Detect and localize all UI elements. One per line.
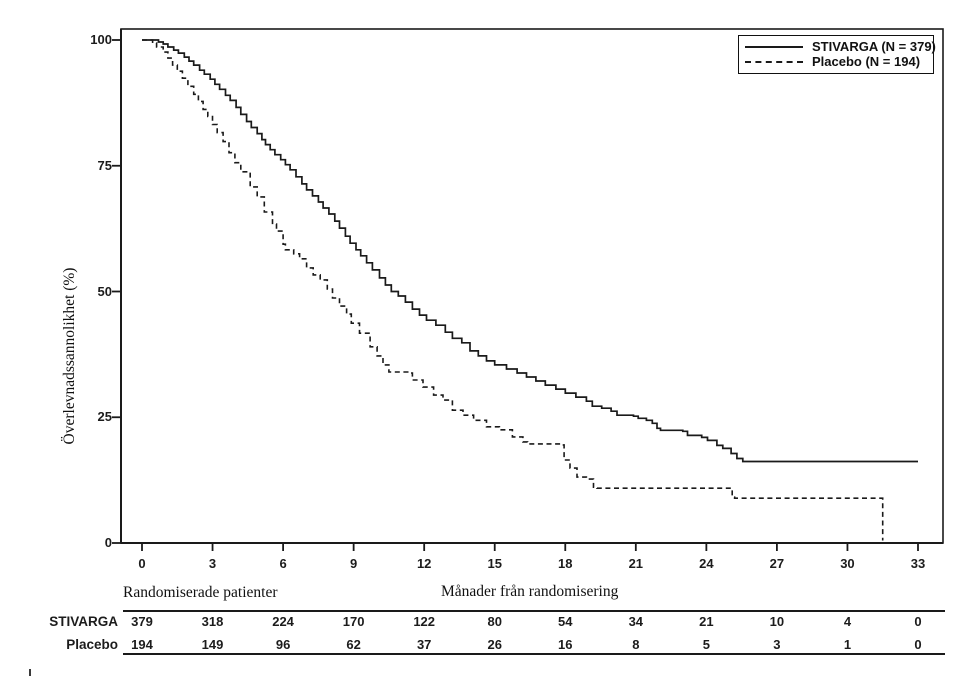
risk-table-bottom-rule <box>123 653 945 655</box>
scan-artifact-dot <box>29 669 31 676</box>
risk-value-cell: 122 <box>413 614 436 629</box>
x-tick-label: 0 <box>138 556 146 571</box>
risk-value-cell: 21 <box>699 614 714 629</box>
km-curve-placebo <box>142 39 884 541</box>
y-tick-label: 0 <box>104 535 112 550</box>
legend-row-stivarga: STIVARGA (N = 379) <box>745 39 936 54</box>
risk-value-cell: 8 <box>632 637 640 652</box>
legend-dashed-line-sample <box>745 60 803 63</box>
legend-label-placebo: Placebo (N = 194) <box>812 54 921 69</box>
risk-value-cell: 62 <box>346 637 361 652</box>
x-tick-label: 33 <box>910 556 926 571</box>
risk-value-cell: 0 <box>914 637 922 652</box>
risk-value-cell: 379 <box>131 614 153 629</box>
x-tick-label: 27 <box>769 556 785 571</box>
risk-table-top-rule <box>123 610 945 612</box>
risk-value-cell: 170 <box>342 614 365 629</box>
x-tick-label: 12 <box>416 556 432 571</box>
risk-value-cell: 37 <box>416 637 432 652</box>
x-tick-label: 9 <box>350 556 358 571</box>
y-tick-label: 100 <box>90 32 112 47</box>
risk-row-label-placebo: Placebo <box>66 637 118 652</box>
x-tick-label: 15 <box>487 556 502 571</box>
km-curve-stivarga <box>142 39 918 463</box>
legend: STIVARGA (N = 379) Placebo (N = 194) <box>738 35 936 74</box>
x-tick-label: 24 <box>699 556 714 571</box>
risk-value-cell: 34 <box>628 614 644 629</box>
x-tick-label: 3 <box>208 556 217 571</box>
risk-value-cell: 80 <box>487 614 502 629</box>
risk-value-cell: 1 <box>843 637 852 652</box>
risk-value-cell: 149 <box>201 637 224 652</box>
x-axis-title: Månader från randomisering <box>441 583 619 600</box>
risk-value-cell: 318 <box>201 614 224 629</box>
risk-value-cell: 224 <box>272 614 294 629</box>
risk-value-cell: 4 <box>843 614 852 629</box>
x-tick-label: 18 <box>558 556 573 571</box>
risk-value-cell: 194 <box>131 637 153 652</box>
risk-value-cell: 10 <box>769 614 785 629</box>
x-tick-label: 6 <box>279 556 287 571</box>
plot-frame <box>120 28 944 544</box>
x-tick-label: 21 <box>628 556 644 571</box>
risk-value-cell: 0 <box>914 614 922 629</box>
x-tick-label: 30 <box>840 556 855 571</box>
risk-value-cell: 3 <box>773 637 781 652</box>
risk-table-label: Randomiserade patienter <box>123 584 278 601</box>
survival-curves <box>142 39 918 541</box>
risk-value-cell: 16 <box>558 637 573 652</box>
y-tick-label: 50 <box>97 283 112 299</box>
legend-label-stivarga: STIVARGA (N = 379) <box>812 39 936 54</box>
risk-value-cell: 54 <box>558 614 573 629</box>
y-tick-label: 75 <box>97 157 112 173</box>
risk-value-cell: 26 <box>487 637 502 652</box>
risk-value-cell: 96 <box>275 637 291 652</box>
risk-row-label-stivarga: STIVARGA <box>49 614 118 629</box>
risk-value-cell: 5 <box>702 637 710 652</box>
legend-row-placebo: Placebo (N = 194) <box>745 54 927 69</box>
y-tick-label: 25 <box>97 409 112 425</box>
legend-solid-line-sample <box>745 45 803 48</box>
tick-marks <box>112 39 919 551</box>
